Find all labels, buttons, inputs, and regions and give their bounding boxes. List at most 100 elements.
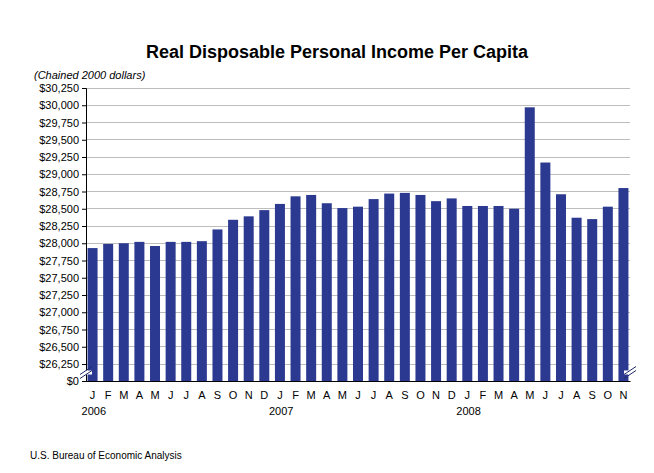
x-tick-label: J <box>558 389 564 401</box>
grid-line <box>86 157 630 158</box>
x-tick: F <box>105 389 112 401</box>
bar <box>384 194 394 381</box>
y-tick: $26,250 <box>39 358 86 370</box>
x-tick: J <box>168 389 174 401</box>
bar <box>540 163 550 381</box>
grid-line <box>86 122 630 123</box>
bar <box>181 242 191 381</box>
bar <box>494 206 504 381</box>
bar <box>603 207 613 381</box>
x-axis: JFMAMJJASONDJFMAMJJASONDJFMAMJJASON <box>87 382 631 401</box>
y-tick-mark <box>82 105 86 106</box>
grid-line <box>86 105 630 106</box>
year-label: 2006 <box>82 405 106 417</box>
y-tick-mark <box>82 226 86 227</box>
x-tick: J <box>558 389 564 401</box>
x-tick-label: J <box>543 389 549 401</box>
bar <box>88 248 98 381</box>
x-tick-label: J <box>465 389 471 401</box>
x-tick-label: J <box>168 389 174 401</box>
bar <box>166 242 176 381</box>
bar <box>525 107 535 381</box>
x-tick: D <box>260 389 268 401</box>
x-tick: J <box>277 389 283 401</box>
y-tick-label: $29,000 <box>39 168 79 180</box>
y-tick-mark <box>82 312 86 313</box>
x-tick: S <box>589 389 596 401</box>
x-tick-label: A <box>323 389 331 401</box>
y-tick: $30,000 <box>39 99 86 111</box>
x-tick: J <box>355 389 361 401</box>
y-tick-mark <box>82 192 86 193</box>
chart-container: Real Disposable Personal Income Per Capi… <box>0 0 654 473</box>
x-tick: S <box>214 389 221 401</box>
x-tick-label: A <box>136 389 144 401</box>
x-tick-label: S <box>401 389 408 401</box>
axis-break-right <box>624 367 636 379</box>
bar <box>103 244 113 381</box>
y-tick: $29,750 <box>39 117 86 129</box>
y-tick-label: $30,250 <box>39 82 79 94</box>
x-tick-label: M <box>307 389 316 401</box>
bar <box>618 188 628 381</box>
x-tick: J <box>371 389 377 401</box>
x-tick: S <box>401 389 408 401</box>
bar <box>556 194 566 381</box>
axis-break-line <box>80 367 92 375</box>
x-tick-label: F <box>292 389 299 401</box>
y-tick-mark <box>82 347 86 348</box>
bar <box>400 193 410 381</box>
y-tick: $26,500 <box>39 341 86 353</box>
y-tick-mark <box>82 88 86 89</box>
y-tick-mark <box>82 364 86 365</box>
y-tick-label: $29,750 <box>39 117 79 129</box>
year-label: 2008 <box>456 405 480 417</box>
chart-svg: Real Disposable Personal Income Per Capi… <box>0 0 654 473</box>
x-tick: M <box>119 389 128 401</box>
y-tick-label: $29,250 <box>39 151 79 163</box>
y-tick-label: $29,500 <box>39 134 79 146</box>
x-tick-label: S <box>214 389 221 401</box>
chart-title: Real Disposable Personal Income Per Capi… <box>146 42 529 62</box>
y-tick: $29,500 <box>39 134 86 146</box>
y-tick: $26,750 <box>39 324 86 336</box>
y-axis-line <box>82 89 87 382</box>
x-tick: M <box>525 389 534 401</box>
bar <box>322 203 332 381</box>
x-tick-label: J <box>183 389 189 401</box>
bar <box>259 210 269 381</box>
bar <box>572 218 582 381</box>
bar <box>478 206 488 381</box>
bar <box>275 204 285 381</box>
chart-subtitle: (Chained 2000 dollars) <box>34 69 146 81</box>
axis-break-line <box>80 371 92 379</box>
y-tick-mark <box>82 295 86 296</box>
bar <box>150 246 160 381</box>
y-tick-mark <box>82 174 86 175</box>
y-tick: $30,250 <box>39 82 86 94</box>
y-tick-mark <box>82 330 86 331</box>
year-label: 2007 <box>269 405 293 417</box>
x-tick-label: J <box>90 389 96 401</box>
x-tick-label: M <box>525 389 534 401</box>
year-labels: 2006 2007 2008 <box>82 405 481 417</box>
grid <box>86 88 630 381</box>
y-tick-label: $28,500 <box>39 203 79 215</box>
y-tick: $29,000 <box>39 168 86 180</box>
x-tick: F <box>480 389 487 401</box>
grid-line <box>86 88 630 89</box>
x-tick: J <box>183 389 189 401</box>
x-tick-label: F <box>480 389 487 401</box>
y-tick-mark <box>82 157 86 158</box>
y-tick-mark <box>82 278 86 279</box>
x-tick-label: O <box>416 389 425 401</box>
x-tick: A <box>386 389 394 401</box>
x-tick: M <box>494 389 503 401</box>
x-tick: N <box>619 389 627 401</box>
y-tick-label: $0 <box>67 375 79 387</box>
bar <box>212 229 222 381</box>
bars <box>88 107 629 381</box>
x-axis-line <box>87 381 631 382</box>
y-tick-label: $28,000 <box>39 237 79 249</box>
x-tick-label: A <box>198 389 206 401</box>
